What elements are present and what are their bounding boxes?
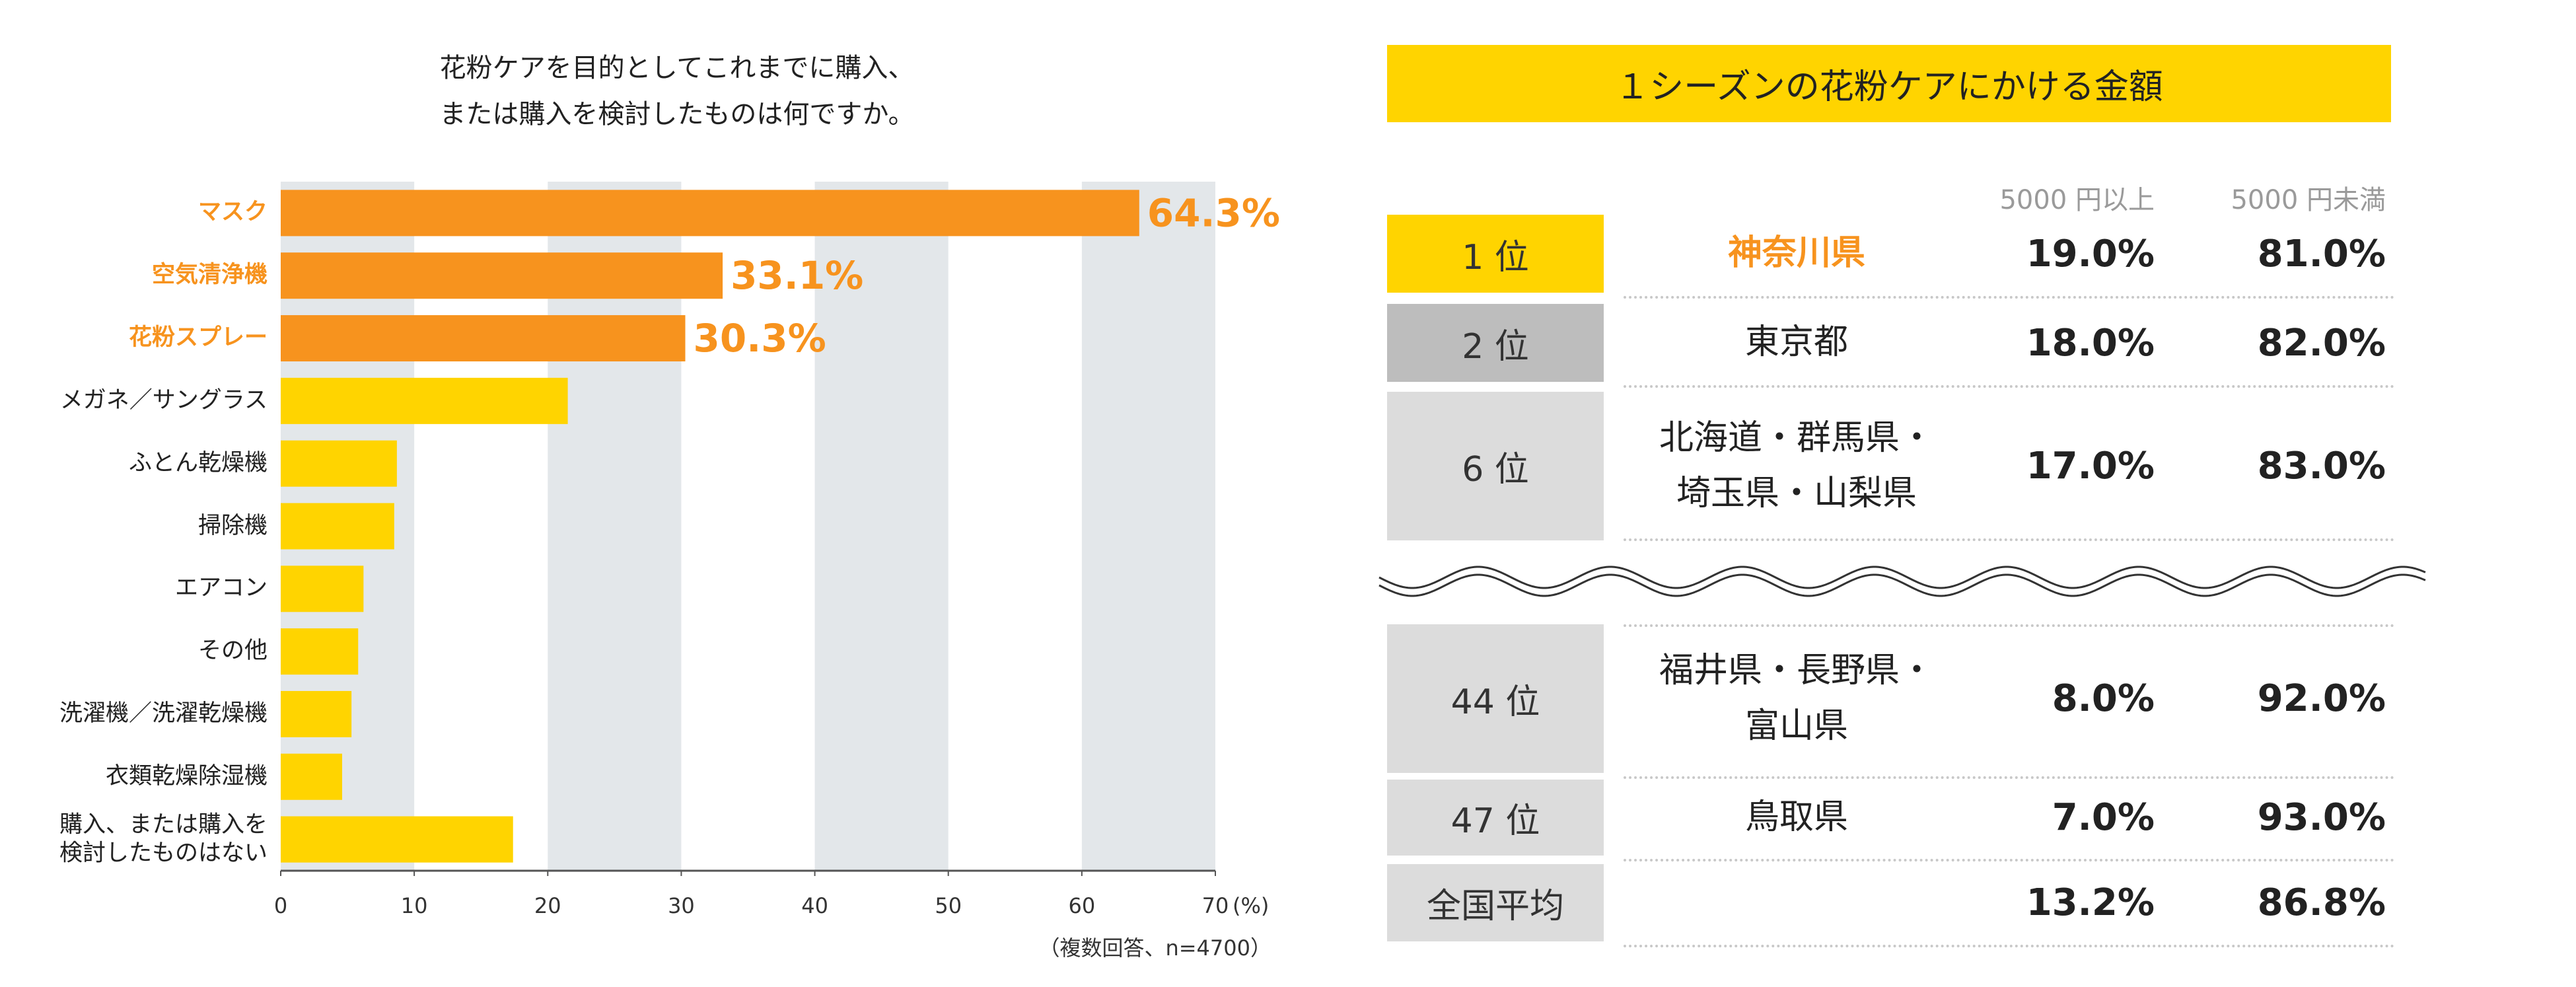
bar [281, 190, 1139, 237]
row-divider [1624, 624, 2394, 627]
value: 13.2% [2026, 881, 2155, 924]
bar [281, 753, 342, 800]
bar [281, 503, 394, 550]
rank: 全国平均 [1387, 864, 1604, 941]
prefecture: 鳥取県 [1744, 797, 1848, 837]
rank: 47 位 [1387, 780, 1604, 856]
rank: 2 位 [1387, 304, 1604, 382]
bar [281, 816, 513, 863]
row-divider [1624, 776, 2394, 779]
x-tick-label: 20 [534, 893, 561, 918]
bar [281, 690, 352, 737]
value: 92.0% [2257, 677, 2386, 720]
x-tick-label: 0 [274, 893, 287, 918]
y-tick-label: 掃除機 [197, 512, 268, 539]
x-tick-label: 50 [935, 893, 962, 918]
chart-title: 花粉ケアを目的としてこれまでに購入、 または購入を検討したものは何ですか。 [439, 53, 915, 129]
y-tick-label: ふとん乾燥機 [128, 449, 268, 476]
y-tick-label: 花粉スプレー [128, 324, 268, 351]
value: 82.0% [2257, 321, 2386, 365]
value-label: 64.3% [1147, 190, 1280, 235]
prefecture: 北海道・群馬県・ 埼玉県・山梨県 [1659, 418, 1934, 513]
bar [281, 440, 397, 487]
prefecture: 東京都 [1744, 322, 1848, 363]
value-label: 30.3% [693, 316, 826, 361]
x-tick-label: 40 [801, 893, 828, 918]
value: 86.8% [2257, 881, 2386, 924]
y-tick-label: マスク [197, 199, 268, 226]
grid-band [814, 182, 948, 871]
value: 81.0% [2257, 232, 2386, 275]
bar [281, 377, 568, 424]
row-divider [1624, 538, 2394, 541]
rank: 44 位 [1387, 624, 1604, 773]
y-tick-label: エアコン [174, 575, 268, 602]
bar [281, 315, 686, 362]
x-tick-label: 10 [401, 893, 428, 918]
bar [281, 566, 364, 612]
value: 18.0% [2026, 321, 2155, 365]
value: 93.0% [2257, 796, 2386, 839]
note: （複数回答、n=4700） [1038, 935, 1271, 961]
bar [281, 628, 359, 675]
row-divider [1624, 296, 2394, 299]
x-tick-label: 70 [1202, 893, 1229, 918]
wave-divider [1378, 566, 2426, 589]
prefecture: 神奈川県 [1727, 233, 1865, 274]
rank: 6 位 [1387, 392, 1604, 540]
value: 83.0% [2257, 445, 2386, 488]
x-axis-label: (%) [1233, 893, 1269, 918]
y-tick-label: その他 [197, 638, 268, 665]
row-divider [1624, 859, 2394, 861]
y-tick-label: 購入、または購入を 検討したものはない [59, 811, 268, 867]
y-tick-label: 衣類乾燥除湿機 [105, 762, 268, 789]
table-title: １シーズンの花粉ケアにかける金額 [1387, 45, 2391, 122]
y-tick-label: 空気清浄機 [151, 262, 268, 289]
x-tick-label: 30 [668, 893, 695, 918]
grid-band [1081, 182, 1215, 871]
y-tick-label: メガネ／サングラス [59, 386, 268, 414]
row-divider [1624, 945, 2394, 947]
y-tick-label: 洗濯機／洗濯乾燥機 [59, 700, 268, 727]
column-header: 5000 円以上 [1999, 185, 2155, 215]
row-divider [1624, 385, 2394, 388]
prefecture: 福井県・長野県・ 富山県 [1659, 651, 1934, 746]
x-tick-label: 60 [1068, 893, 1095, 918]
value: 8.0% [2052, 677, 2155, 720]
wave-divider [1378, 573, 2426, 597]
value: 7.0% [2052, 796, 2155, 839]
column-header: 5000 円未満 [2231, 185, 2386, 215]
value: 17.0% [2026, 445, 2155, 488]
rank: 1 位 [1387, 215, 1604, 293]
value-label: 33.1% [731, 253, 863, 298]
bar [281, 252, 723, 299]
value: 19.0% [2026, 232, 2155, 275]
